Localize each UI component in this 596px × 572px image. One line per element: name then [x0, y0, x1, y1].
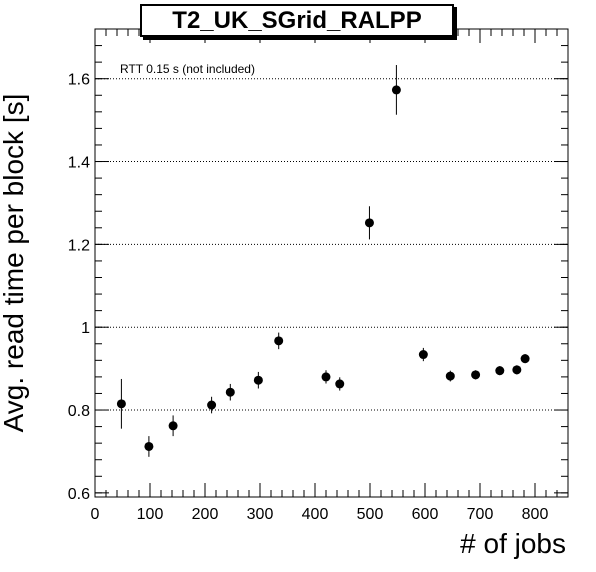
x-tick-label: 600 — [412, 506, 439, 523]
data-point — [253, 375, 263, 385]
tick-labels: 0.6 0.8 1 1.2 1.4 1.6 0 100 200 300 400 500 600 700 80… — [68, 72, 549, 523]
y-tick-label: 1.6 — [68, 72, 90, 89]
data-point — [116, 399, 126, 409]
data-point — [418, 350, 428, 360]
chart-title: T2_UK_SGrid_RALPP — [172, 7, 422, 34]
chart-title-box: T2_UK_SGrid_RALPP — [140, 4, 454, 37]
data-point — [364, 218, 374, 228]
data-point — [168, 421, 178, 431]
data-point — [144, 441, 154, 451]
data-point — [512, 365, 522, 375]
x-tick-label: 100 — [137, 506, 164, 523]
plot-frame — [94, 28, 569, 498]
data-point — [445, 371, 455, 381]
y-axis-label: Avg. read time per block [s] — [0, 93, 29, 433]
data-point — [335, 379, 345, 389]
axis-ticks — [94, 29, 569, 497]
data-point — [225, 387, 235, 397]
data-point — [495, 366, 505, 376]
x-tick-label: 800 — [522, 506, 549, 523]
grid-lines — [95, 78, 568, 411]
x-tick-label: 700 — [467, 506, 494, 523]
data-points — [116, 65, 530, 457]
data-point — [321, 372, 331, 382]
data-point — [207, 400, 217, 410]
y-tick-label: 0.6 — [68, 486, 90, 503]
y-tick-label: 1.4 — [68, 155, 90, 172]
x-axis-label: # of jobs — [460, 528, 566, 559]
x-tick-label: 200 — [192, 506, 219, 523]
data-point — [520, 354, 530, 364]
x-tick-label: 400 — [302, 506, 329, 523]
x-tick-label: 500 — [357, 506, 384, 523]
data-point — [274, 336, 284, 346]
data-point — [471, 370, 481, 380]
y-tick-label: 1 — [81, 320, 90, 337]
data-point — [391, 85, 401, 95]
y-tick-label: 0.8 — [68, 403, 90, 420]
rtt-annotation: RTT 0.15 s (not included) — [120, 62, 255, 76]
y-tick-label: 1.2 — [68, 237, 90, 254]
x-tick-label: 0 — [91, 506, 100, 523]
x-tick-label: 300 — [247, 506, 274, 523]
